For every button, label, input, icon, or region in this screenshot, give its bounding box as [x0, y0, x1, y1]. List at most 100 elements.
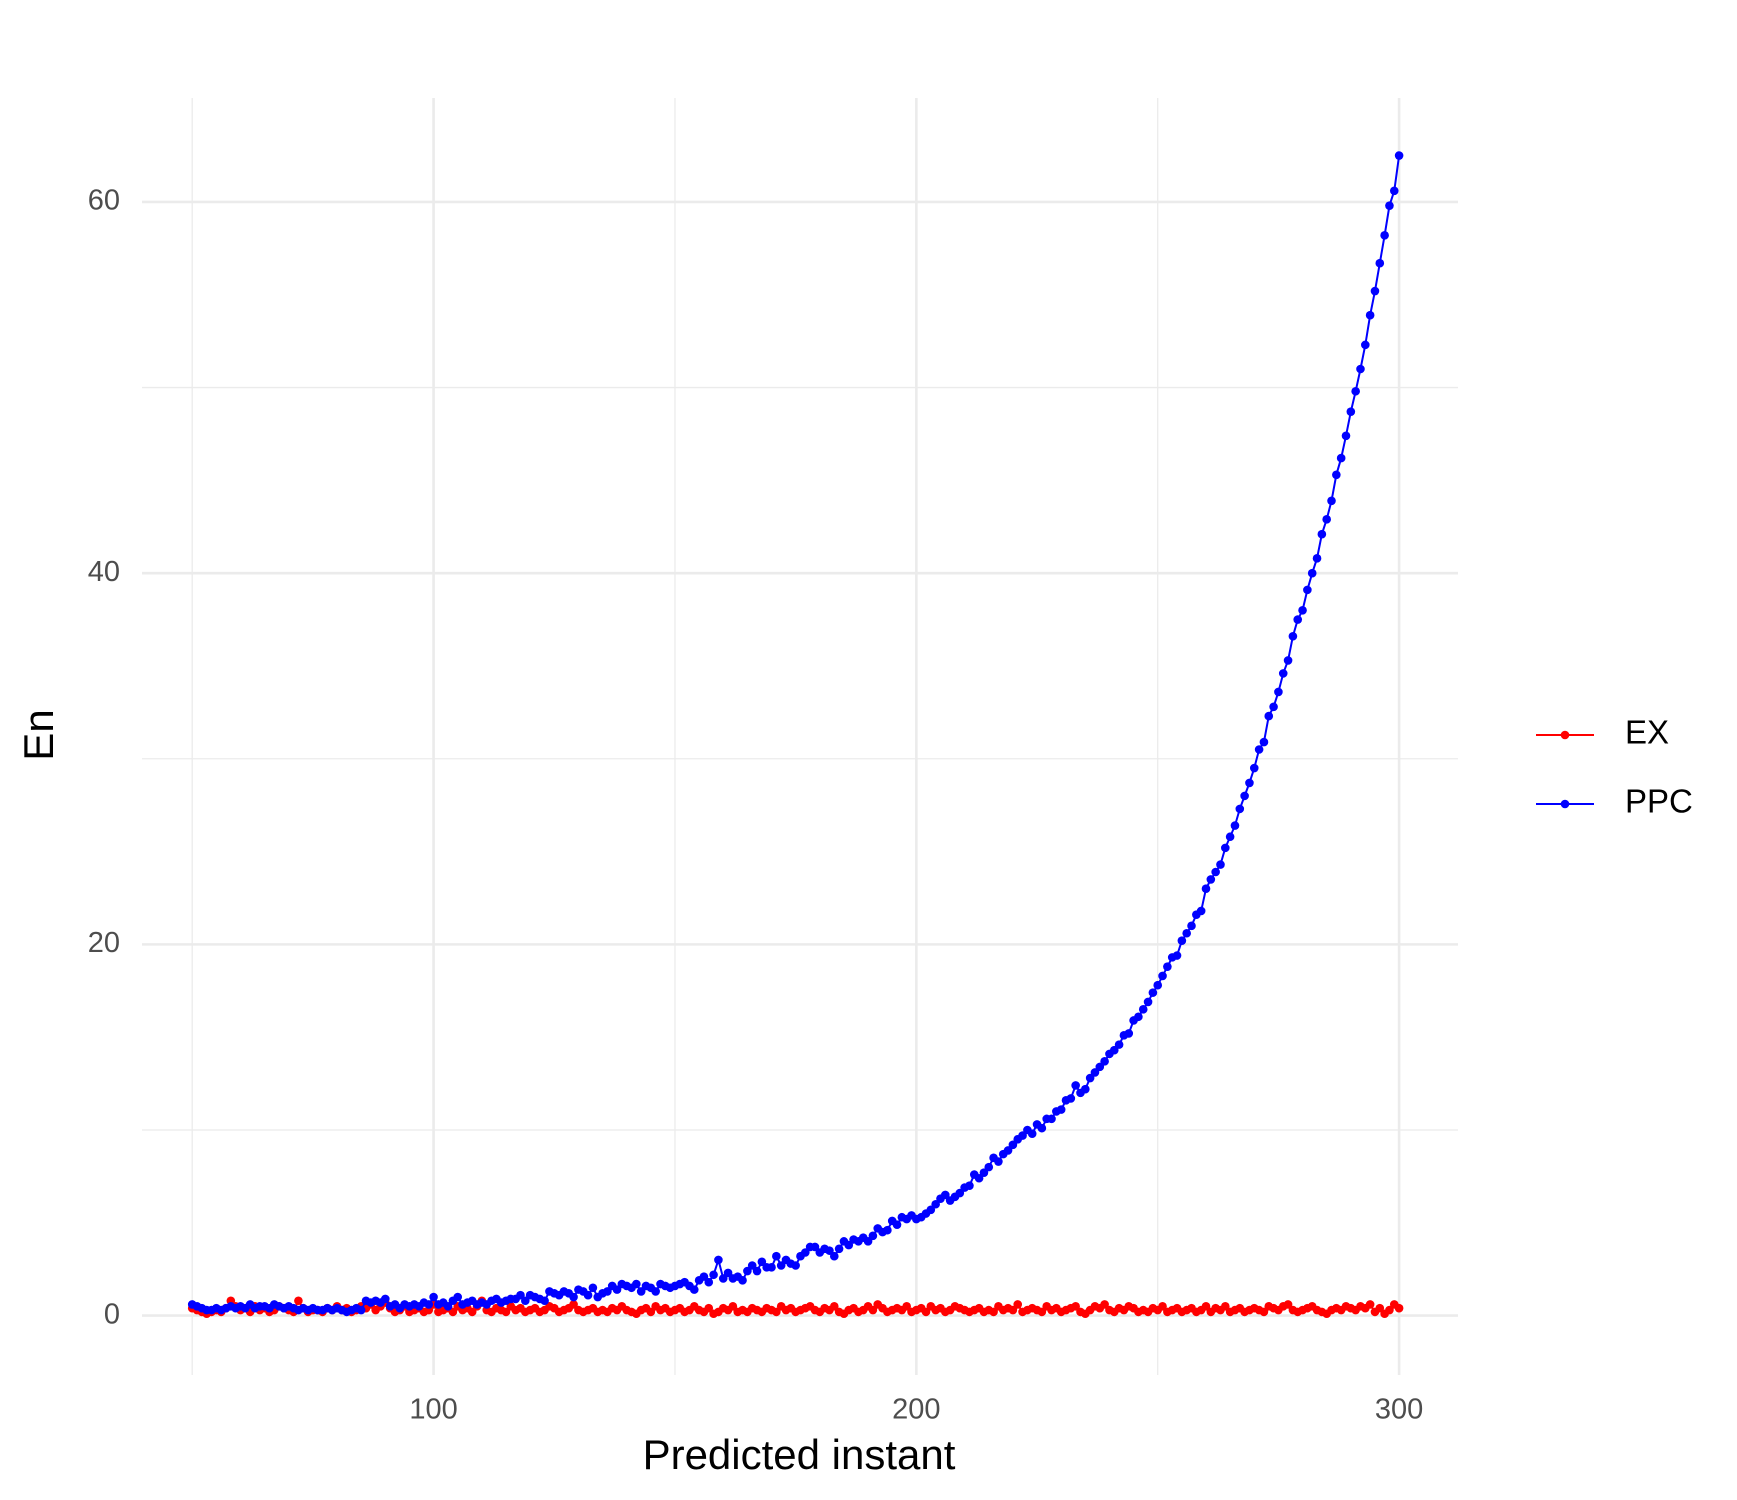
- point: [1163, 962, 1172, 971]
- point: [863, 1237, 873, 1246]
- point: [728, 1302, 738, 1311]
- point: [738, 1276, 747, 1285]
- point: [1245, 778, 1254, 788]
- point: [1269, 702, 1278, 712]
- x-tick-label: 200: [892, 1394, 940, 1426]
- point: [1230, 821, 1240, 830]
- point: [1394, 1303, 1404, 1313]
- y-tick-label: 40: [88, 556, 120, 588]
- point: [521, 1296, 530, 1306]
- point: [699, 1272, 709, 1281]
- point: [1201, 884, 1211, 894]
- point: [1356, 364, 1365, 374]
- point: [1332, 470, 1341, 480]
- point: [1240, 791, 1249, 801]
- point: [1385, 1305, 1394, 1315]
- point: [612, 1285, 622, 1294]
- point: [1109, 1045, 1119, 1055]
- point: [1259, 737, 1269, 747]
- point: [1071, 1081, 1080, 1090]
- point: [1274, 687, 1283, 697]
- point: [1365, 1300, 1375, 1309]
- point: [1008, 1140, 1018, 1150]
- point: [892, 1220, 902, 1229]
- legend-label: EX: [1625, 714, 1669, 751]
- point: [569, 1300, 578, 1309]
- point: [1008, 1305, 1018, 1315]
- point: [1216, 860, 1225, 869]
- point: [989, 1307, 998, 1317]
- x-axis-title: Predicted instant: [643, 1431, 956, 1478]
- point: [834, 1244, 844, 1254]
- point: [810, 1242, 820, 1252]
- point: [1158, 1302, 1167, 1311]
- y-tick-label: 60: [88, 185, 120, 217]
- point: [646, 1307, 656, 1317]
- point: [1134, 1012, 1143, 1022]
- point: [902, 1302, 911, 1311]
- point: [1307, 568, 1317, 578]
- point: [1389, 186, 1399, 196]
- point: [1394, 151, 1404, 160]
- point: [1090, 1068, 1100, 1077]
- point: [1047, 1114, 1056, 1124]
- point: [868, 1305, 878, 1315]
- point: [1085, 1073, 1095, 1083]
- point: [883, 1225, 892, 1235]
- point: [689, 1285, 699, 1294]
- y-tick-label: 20: [88, 927, 120, 959]
- point: [1066, 1094, 1076, 1103]
- point: [844, 1240, 854, 1250]
- point: [955, 1188, 965, 1198]
- point: [974, 1173, 984, 1183]
- point: [723, 1268, 733, 1278]
- point: [1380, 231, 1389, 240]
- point: [1264, 711, 1274, 721]
- point: [1138, 1005, 1148, 1014]
- grid: [142, 98, 1458, 1375]
- point: [1235, 804, 1245, 814]
- point: [1283, 656, 1293, 665]
- point: [443, 1302, 453, 1311]
- point: [516, 1290, 525, 1300]
- point: [1177, 936, 1187, 945]
- point: [1365, 310, 1375, 320]
- point: [569, 1292, 578, 1302]
- point: [540, 1296, 549, 1306]
- point: [381, 1294, 390, 1304]
- point: [501, 1307, 511, 1317]
- legend-point: [1560, 799, 1570, 809]
- point: [588, 1283, 598, 1293]
- point: [772, 1307, 781, 1317]
- point: [1221, 1302, 1230, 1311]
- point: [1288, 631, 1298, 641]
- point: [356, 1305, 366, 1315]
- point: [1114, 1040, 1124, 1049]
- plot-area: [187, 151, 1404, 1319]
- point: [1322, 515, 1331, 524]
- point: [921, 1307, 931, 1317]
- point: [1249, 763, 1259, 773]
- point: [1081, 1084, 1090, 1094]
- point: [603, 1287, 612, 1296]
- point: [1327, 496, 1336, 506]
- point: [1283, 1300, 1293, 1309]
- point: [1254, 745, 1264, 754]
- point: [467, 1307, 477, 1317]
- point: [704, 1303, 714, 1313]
- point: [776, 1261, 786, 1270]
- point: [718, 1274, 728, 1283]
- point: [1100, 1057, 1109, 1066]
- point: [868, 1231, 878, 1241]
- point: [1312, 554, 1322, 563]
- point: [1100, 1300, 1109, 1309]
- point: [1375, 258, 1385, 268]
- point: [825, 1246, 834, 1255]
- point: [1351, 386, 1360, 396]
- point: [1124, 1029, 1134, 1038]
- point: [1375, 1303, 1385, 1313]
- point: [984, 1162, 994, 1172]
